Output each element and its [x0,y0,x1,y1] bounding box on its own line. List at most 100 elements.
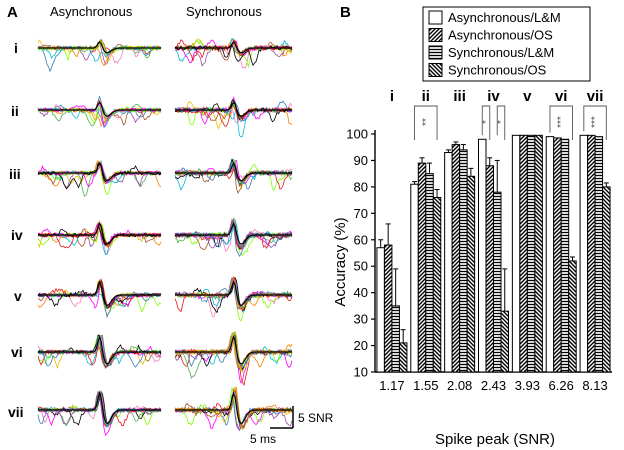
x-tick-label: 1.55 [413,378,438,393]
group-label: vii [587,88,604,105]
row-label-v: v [14,288,22,304]
mean-spike-trace [175,280,292,307]
spike-trace [174,158,293,191]
legend-label: Asynchronous/OS [448,28,553,43]
row-label-vii: vii [8,404,24,420]
bar-white-6 [579,134,589,373]
row-label-iv: iv [11,227,23,243]
significance-stars: * [481,120,492,124]
bar-diag-left-2 [466,175,476,373]
group-label: i [390,88,394,105]
spike-trace [37,107,162,124]
bar-diag-right-5 [553,137,562,373]
panel-b-letter: B [340,4,351,21]
significance-stars: * [496,120,507,124]
bar-horizontal-5 [560,138,570,373]
mean-spike-trace [38,41,161,54]
bar-horizontal-3 [493,191,502,373]
significance-stars: *** [556,116,567,128]
row-label-ii: ii [11,103,19,119]
legend-swatch [428,10,443,25]
scale-x-label: 5 ms [250,432,277,446]
spike-trace [174,217,293,248]
legend-label: Synchronous/L&M [448,45,554,60]
legend-swatch [428,63,443,77]
significance-bracket [583,105,607,140]
x-tick-label: 1.17 [379,378,404,393]
mean-spike-trace [38,222,161,245]
legend-label: Asynchronous/L&M [448,10,561,25]
significance-stars: ** [421,118,432,126]
mean-spike-trace [38,101,161,117]
spike-trace-grid [37,37,294,437]
spike-trace [174,275,293,311]
x-tick-label: 3.93 [515,378,540,393]
bar-horizontal-1 [425,173,434,373]
bar-diag-right-4 [519,134,528,373]
bar-white-3 [478,138,487,373]
y-tick-label: 10 [354,365,368,380]
mean-spike-trace [38,162,161,182]
significance-bracket [481,105,491,140]
legend-box [422,6,591,82]
y-tick-label: 90 [354,153,368,168]
bar-diag-left-1 [432,196,442,373]
bar-diag-right-6 [587,134,596,373]
y-tick-label: 40 [354,285,368,300]
bar-horizontal-4 [526,134,536,373]
bar-diag-left-0 [398,342,408,373]
spike-trace [174,394,293,431]
y-tick-label: 70 [354,206,368,221]
legend-swatch [428,28,443,42]
bar-white-0 [376,247,385,373]
group-label: iv [487,88,500,105]
bar-diag-right-2 [451,144,461,373]
bar-diag-left-5 [568,260,577,373]
bar-horizontal-0 [391,305,400,373]
group-label: ii [422,88,430,105]
x-tick-label: 8.13 [582,378,607,393]
bar-diag-left-6 [602,186,611,373]
bar-white-5 [545,136,555,373]
bar-white-1 [410,183,419,373]
panel-a-letter: A [7,4,18,21]
bar-horizontal-6 [594,136,604,373]
mean-spike-trace [38,391,161,425]
row-label-vi: vi [11,344,23,360]
group-label: vi [555,88,568,105]
row-label-iii: iii [9,166,21,182]
bar-white-4 [511,134,521,373]
mean-spike-trace [175,335,292,365]
spike-trace [174,219,293,249]
x-axis-label: Spike peak (SNR) [435,431,555,448]
bar-diag-right-3 [485,165,494,373]
mean-spike-trace [175,101,292,117]
spike-trace [175,100,293,123]
group-label: iii [453,88,466,105]
y-axis-label: Accuracy (%) [332,217,349,306]
mean-spike-trace [38,335,161,365]
spike-trace [37,44,162,62]
y-tick-label: 60 [354,232,368,247]
significance-bracket [414,105,438,140]
bar-diag-left-3 [500,310,509,373]
y-tick-label: 30 [354,312,368,327]
y-tick-label: 50 [354,259,368,274]
x-tick-label: 6.26 [549,378,574,393]
row-label-i: i [14,40,18,56]
legend-swatch [428,45,443,60]
mean-spike-trace [175,391,292,425]
bar-diag-left-4 [534,134,543,373]
significance-bracket [496,105,506,140]
group-label: v [523,88,532,105]
mean-spike-trace [38,280,161,307]
mean-spike-trace [175,222,292,245]
column-title-asynchronous: Asynchronous [50,4,133,19]
legend-label: Synchronous/OS [448,63,547,78]
bar-diag-right-1 [417,162,427,373]
spike-trace [174,39,293,62]
bar-horizontal-2 [459,149,468,373]
y-tick-label: 100 [346,127,368,142]
y-tick-label: 80 [354,179,368,194]
